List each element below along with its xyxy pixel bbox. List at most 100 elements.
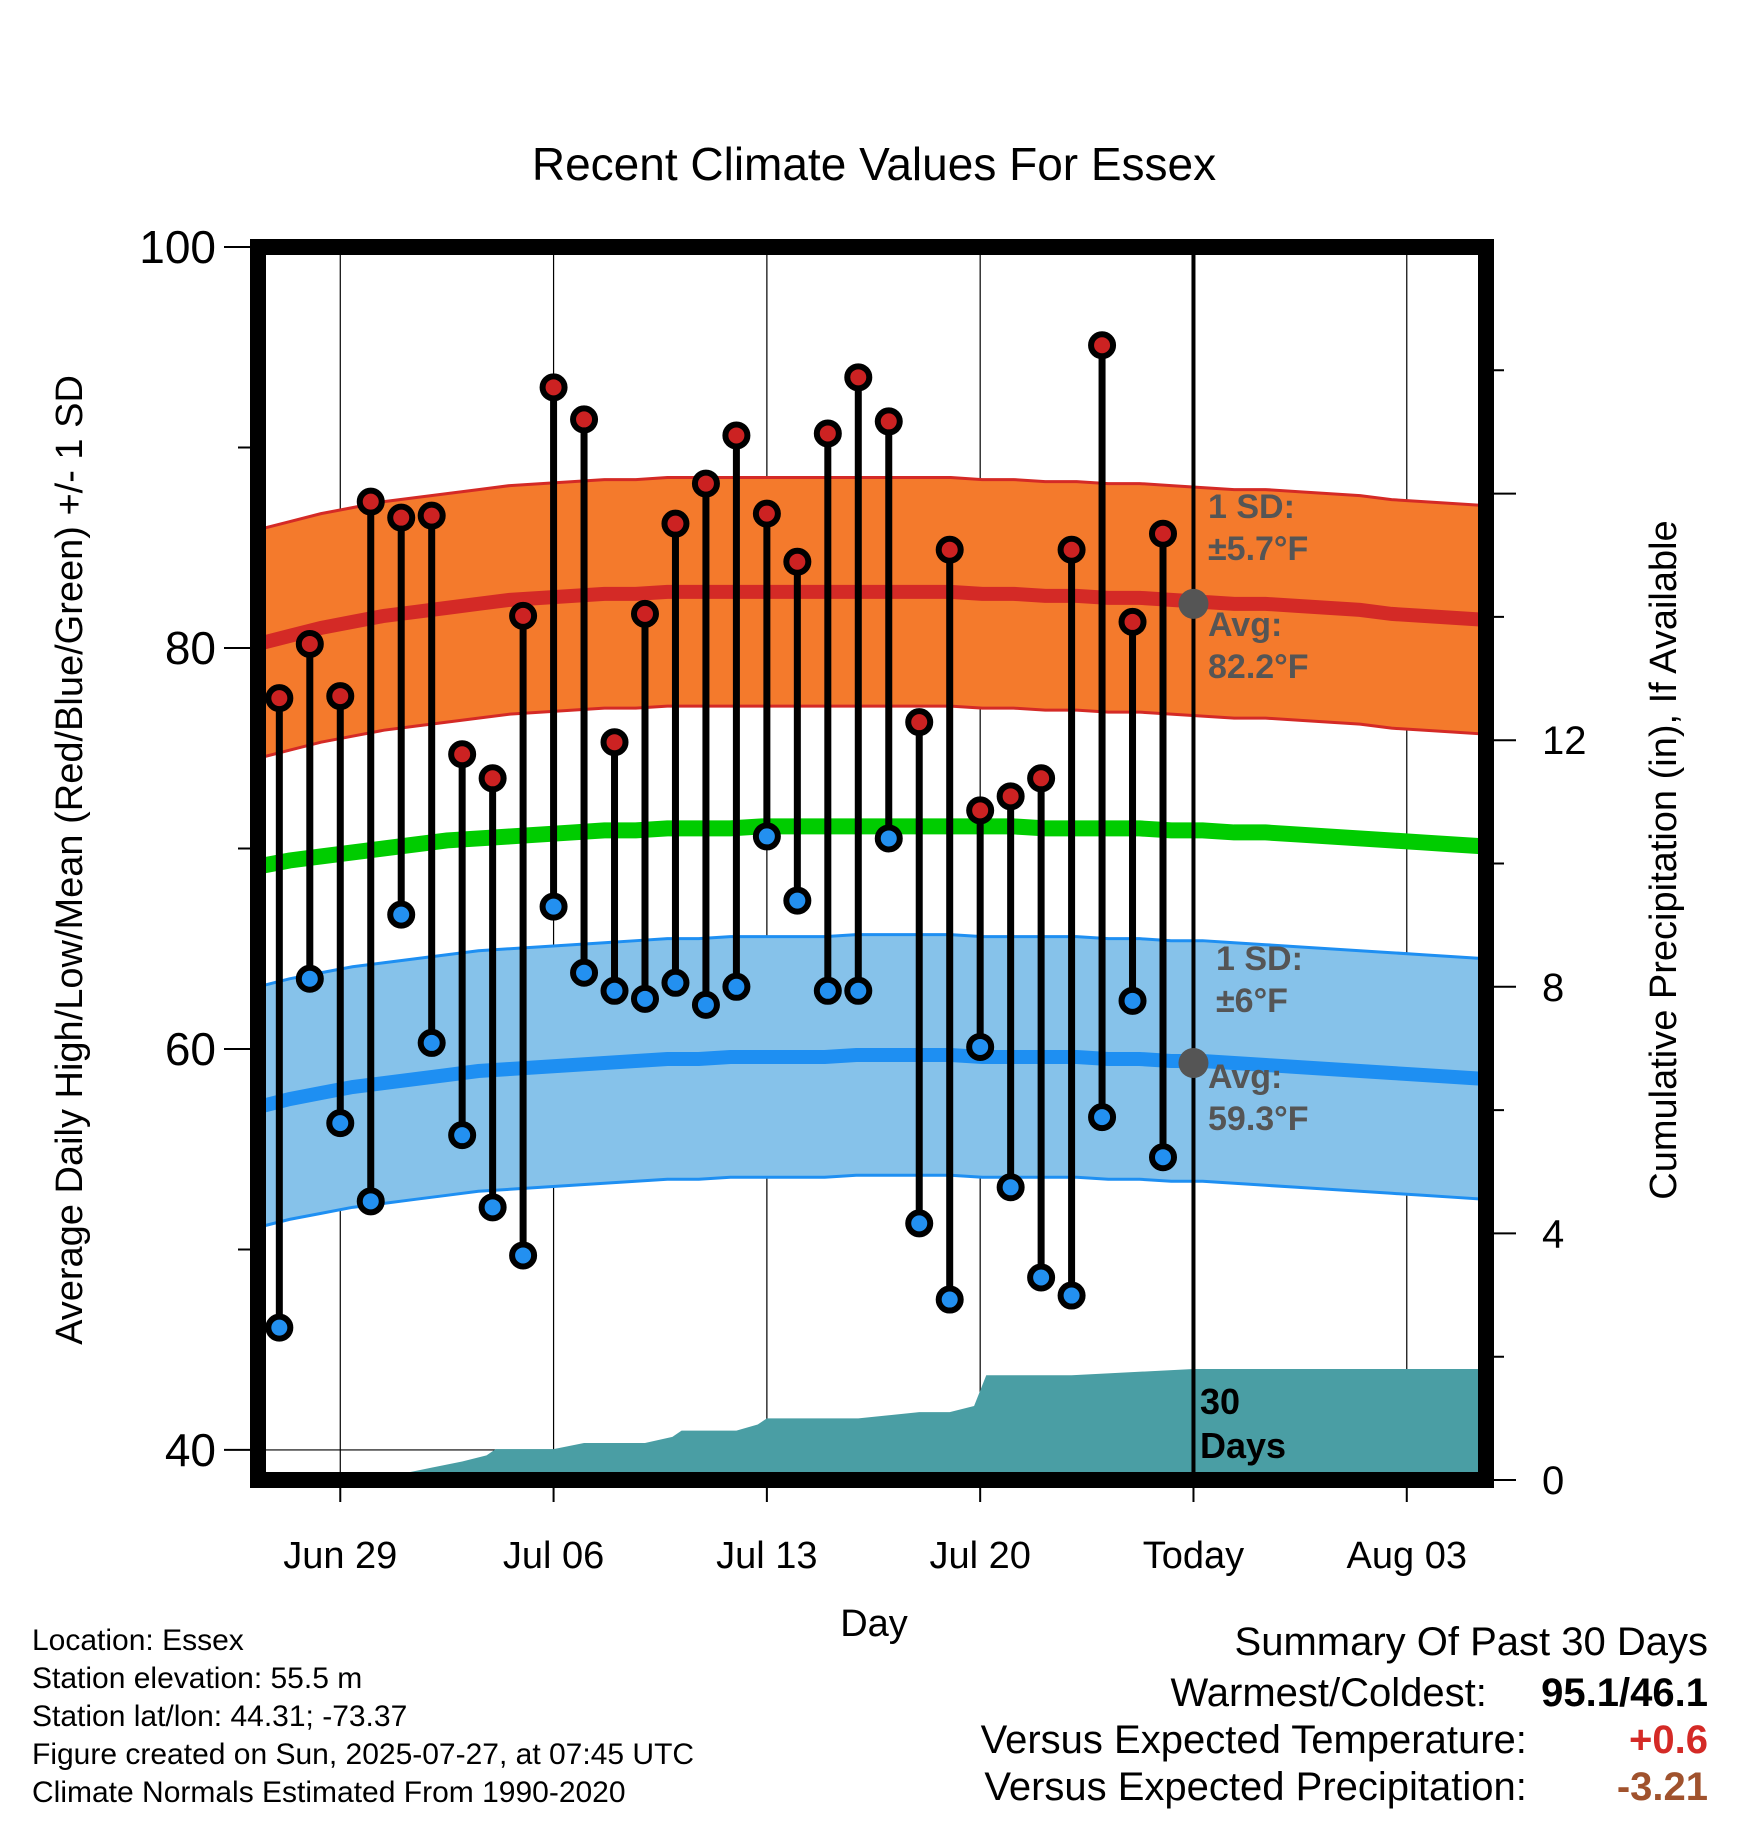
y2-tick-label: 0 [1542, 1459, 1564, 1503]
daily-high-point [813, 419, 842, 448]
daily-high-point [905, 708, 934, 737]
location-text: Location: Essex [32, 1624, 244, 1657]
x-tick-label: Jul 06 [503, 1535, 604, 1577]
summary-panel: Summary Of Past 30 Days Warmest/Coldest:… [981, 1620, 1708, 1810]
warm-cold-row: Warmest/Coldest: 95.1/46.1 [981, 1671, 1709, 1716]
daily-high-point [356, 487, 385, 516]
daily-high-point [661, 509, 690, 538]
low-sd-value: ±6°F [1216, 982, 1288, 1020]
window-label-days: Days [1200, 1425, 1286, 1466]
daily-low-point [265, 1313, 294, 1342]
daily-high-point [539, 373, 568, 402]
daily-low-point [417, 1028, 446, 1057]
latlon-text: Station lat/lon: 44.31; -73.37 [32, 1700, 408, 1733]
daily-low-point [630, 984, 659, 1013]
daily-low-point [691, 990, 720, 1019]
daily-high-point [265, 684, 294, 713]
daily-low-point [661, 968, 690, 997]
chart-title: Recent Climate Values For Essex [532, 138, 1216, 190]
daily-low-point [1057, 1281, 1086, 1310]
created-text: Figure created on Sun, 2025-07-27, at 07… [32, 1738, 695, 1771]
daily-high-point [387, 503, 416, 532]
daily-high-point [966, 796, 995, 825]
daily-high-point [570, 405, 599, 434]
x-tick-label: Today [1143, 1535, 1244, 1577]
daily-low-point [448, 1121, 477, 1150]
daily-low-point [1118, 986, 1147, 1015]
daily-low-point [905, 1209, 934, 1238]
low-sd-label: 1 SD: [1216, 940, 1303, 978]
precip-area [258, 1369, 1486, 1480]
y-tick-label: 40 [165, 1424, 216, 1476]
warm-cold-label: Warmest/Coldest: [1170, 1671, 1487, 1715]
daily-low-point [966, 1032, 995, 1061]
y-tick-label: 60 [165, 1023, 216, 1075]
annotations: 1 SD: ±5.7°F Avg: 82.2°F 1 SD: ±6°F Avg:… [1200, 488, 1309, 1466]
daily-high-point [630, 599, 659, 628]
x-tick-label: Jul 20 [929, 1535, 1030, 1577]
daily-high-point [691, 469, 720, 498]
daily-low-point [326, 1109, 355, 1138]
daily-low-point [844, 976, 873, 1005]
axes: 40 60 80 100 0 4 8 12 Jun 29 Jul 06 Jul 13 Jul 20 To… [139, 221, 1586, 1577]
daily-high-point [1088, 331, 1117, 360]
high-sd-label: 1 SD: [1208, 488, 1295, 526]
daily-low-point [996, 1173, 1025, 1202]
y2-tick-label: 8 [1542, 966, 1564, 1010]
daily-low-point [356, 1187, 385, 1216]
daily-range-stems [275, 345, 1167, 1328]
high-sd-value: ±5.7°F [1208, 530, 1308, 568]
daily-low-point [387, 900, 416, 929]
daily-high-point [509, 601, 538, 630]
summary-title: Summary Of Past 30 Days [1234, 1620, 1708, 1664]
daily-high-point [844, 363, 873, 392]
x-tick-label: Jul 13 [716, 1535, 817, 1577]
daily-low-point [1027, 1263, 1056, 1292]
elevation-text: Station elevation: 55.5 m [32, 1662, 363, 1695]
plot-area [258, 247, 1486, 1480]
x-axis-label: Day [840, 1603, 908, 1645]
daily-high-point [783, 547, 812, 576]
daily-high-point [478, 764, 507, 793]
window-label-count: 30 [1200, 1381, 1240, 1422]
y2-tick-label: 4 [1542, 1212, 1564, 1256]
temp-anomaly-label: Versus Expected Temperature: [980, 1718, 1527, 1762]
daily-high-point [600, 728, 629, 757]
daily-low-point [295, 964, 324, 993]
y2-tick-label: 12 [1542, 719, 1587, 763]
daily-dots [265, 331, 1209, 1342]
daily-high-point [417, 501, 446, 530]
daily-low-point [722, 972, 751, 1001]
daily-high-point [1027, 764, 1056, 793]
daily-high-point [996, 782, 1025, 811]
low-band-lower-edge [257, 1173, 1487, 1229]
daily-high-point [326, 682, 355, 711]
daily-high-point [1057, 535, 1086, 564]
daily-low-point [1088, 1103, 1117, 1132]
low-avg-label: Avg: [1208, 1058, 1282, 1096]
daily-low-point [600, 976, 629, 1005]
high-band-upper-edge [257, 476, 1487, 532]
daily-low-point [752, 822, 781, 851]
high-sd-band [258, 477, 1486, 759]
today-low-avg-marker [1178, 1047, 1209, 1078]
daily-high-point [448, 740, 477, 769]
daily-low-point [570, 958, 599, 987]
plot-background [258, 247, 1486, 1480]
normal-high-line [256, 584, 1487, 651]
daily-high-point [935, 535, 964, 564]
low-sd-band [258, 934, 1486, 1228]
warm-cold-value: 95.1/46.1 [1541, 1671, 1708, 1715]
temp-anomaly-value: +0.6 [1629, 1718, 1708, 1762]
y-tick-label: 80 [165, 622, 216, 674]
x-tick-label: Jun 29 [283, 1535, 397, 1577]
precipitation-area [258, 1369, 1486, 1480]
y-axis-label: Average Daily High/Low/Mean (Red/Blue/Gr… [49, 375, 91, 1345]
normal-bands [256, 476, 1487, 1229]
normals-text: Climate Normals Estimated From 1990-2020 [32, 1776, 626, 1809]
daily-low-point [783, 886, 812, 915]
daily-high-point [874, 407, 903, 436]
daily-low-point [935, 1285, 964, 1314]
daily-high-point [295, 629, 324, 658]
